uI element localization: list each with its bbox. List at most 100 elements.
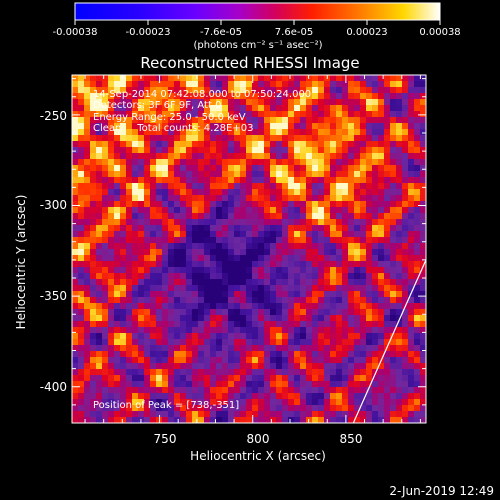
heatmap-cell (360, 333, 367, 340)
heatmap-cell (294, 159, 301, 166)
heatmap-cell (288, 351, 295, 358)
heatmap-cell (120, 369, 127, 376)
heatmap-cell (198, 183, 205, 190)
heatmap-cell (378, 267, 385, 274)
heatmap-cell (366, 171, 373, 178)
heatmap-cell (258, 243, 265, 250)
heatmap-cell (390, 267, 397, 274)
heatmap-cell (306, 237, 313, 244)
heatmap-cell (204, 369, 211, 376)
heatmap-cell (282, 327, 289, 334)
heatmap-cell (198, 393, 205, 400)
heatmap-cell (330, 411, 337, 418)
heatmap-cell (234, 195, 241, 202)
heatmap-cell (324, 369, 331, 376)
heatmap-cell (402, 291, 409, 298)
heatmap-cell (324, 195, 331, 202)
heatmap-cell (312, 177, 319, 184)
heatmap-cell (336, 189, 343, 196)
heatmap-cell (198, 411, 205, 418)
heatmap-cell (420, 351, 426, 358)
heatmap-cell (336, 375, 343, 382)
heatmap-cell (198, 219, 205, 226)
heatmap-cell (204, 111, 211, 118)
annotation-detectors: Detectors: 3F 6F 9F, Att 0 (93, 100, 221, 111)
heatmap-cell (126, 309, 133, 316)
heatmap-cell (282, 105, 289, 112)
heatmap-cell (324, 387, 331, 394)
heatmap-cell (396, 405, 403, 412)
heatmap-cell (198, 291, 205, 298)
heatmap-cell (276, 153, 283, 160)
heatmap-cell (114, 87, 121, 94)
heatmap-cell (348, 255, 355, 262)
heatmap-cell (408, 285, 415, 292)
heatmap-cell (414, 315, 421, 322)
heatmap-cell (138, 375, 145, 382)
heatmap-cell (420, 369, 426, 376)
heatmap-cell (120, 333, 127, 340)
heatmap-cell (378, 303, 385, 310)
heatmap-cell (102, 285, 109, 292)
heatmap-cell (306, 279, 313, 286)
heatmap-cell (348, 411, 355, 418)
heatmap-cell (198, 357, 205, 364)
heatmap-cell (414, 177, 421, 184)
heatmap-cell (378, 237, 385, 244)
heatmap-cell (342, 321, 349, 328)
heatmap-cell (90, 417, 97, 423)
heatmap-cell (216, 135, 223, 142)
heatmap-cell (366, 363, 373, 370)
heatmap-cell (192, 387, 199, 394)
heatmap-cell (414, 381, 421, 388)
heatmap-cell (192, 273, 199, 280)
heatmap-cell (144, 303, 151, 310)
heatmap-cell (408, 345, 415, 352)
heatmap-cell (330, 189, 337, 196)
heatmap-cell (336, 135, 343, 142)
heatmap-cell (300, 225, 307, 232)
heatmap-cell (96, 75, 103, 82)
heatmap-cell (210, 351, 217, 358)
heatmap-cell (384, 135, 391, 142)
heatmap-cell (408, 369, 415, 376)
heatmap-cell (228, 183, 235, 190)
heatmap-cell (84, 177, 91, 184)
heatmap-cell (132, 375, 139, 382)
heatmap-cell (210, 393, 217, 400)
heatmap-cell (96, 201, 103, 208)
heatmap-cell (240, 363, 247, 370)
heatmap-cell (288, 177, 295, 184)
heatmap-cell (228, 321, 235, 328)
heatmap-cell (258, 249, 265, 256)
heatmap-cell (138, 231, 145, 238)
heatmap-cell (282, 123, 289, 130)
heatmap-cell (360, 225, 367, 232)
heatmap-cell (174, 147, 181, 154)
heatmap-cell (354, 99, 361, 106)
heatmap-cell (168, 303, 175, 310)
heatmap-cell (420, 231, 426, 238)
heatmap-cell (336, 309, 343, 316)
heatmap-cell (96, 183, 103, 190)
heatmap-cell (402, 189, 409, 196)
heatmap-cell (186, 387, 193, 394)
heatmap-cell (234, 159, 241, 166)
heatmap-cell (174, 195, 181, 202)
heatmap-cell (210, 357, 217, 364)
heatmap-cell (282, 285, 289, 292)
heatmap-cell (246, 183, 253, 190)
heatmap-cell (228, 213, 235, 220)
heatmap-cell (378, 315, 385, 322)
heatmap-cell (354, 201, 361, 208)
heatmap-cell (174, 111, 181, 118)
heatmap-cell (318, 141, 325, 148)
heatmap-cell (372, 201, 379, 208)
heatmap-cell (276, 249, 283, 256)
heatmap-cell (192, 99, 199, 106)
heatmap-cell (300, 99, 307, 106)
heatmap-cell (108, 135, 115, 142)
heatmap-cell (96, 171, 103, 178)
heatmap-cell (126, 237, 133, 244)
heatmap-cell (420, 357, 426, 364)
